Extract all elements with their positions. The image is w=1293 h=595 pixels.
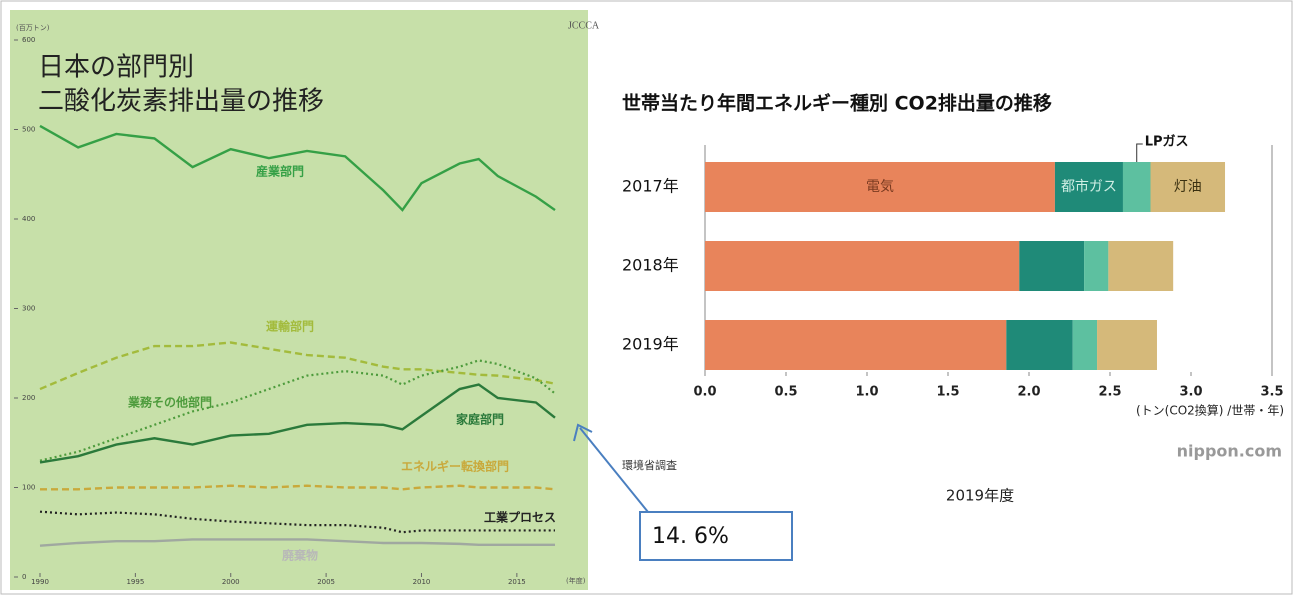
bar-segment	[1006, 320, 1073, 370]
y-tick-label: 100	[22, 484, 35, 492]
left-title: 日本の部門別	[38, 53, 194, 83]
series-line	[39, 341, 556, 391]
category-label: 2017年	[622, 177, 679, 196]
segment-label: 灯油	[1174, 179, 1202, 195]
left-panel	[10, 10, 588, 590]
series-line	[39, 538, 555, 547]
bar-segment	[705, 162, 1055, 212]
series-label: 工業プロセス	[484, 510, 556, 525]
x-tick-label: 1.5	[936, 385, 959, 400]
label-leader	[1136, 143, 1143, 162]
callout-text: 14. 6%	[652, 524, 729, 549]
x-tick-label: 2015	[508, 578, 526, 586]
y-tick-label: 500	[22, 126, 35, 134]
segment-label: 電気	[866, 179, 894, 195]
fiscal-year: 2019年度	[946, 487, 1014, 505]
x-tick-label: 2010	[413, 578, 431, 586]
x-tick-label: 0.5	[774, 385, 797, 400]
x-tick-label: 1.0	[855, 385, 878, 400]
logo: JCCCA	[568, 20, 600, 31]
x-axis-label: (トン(CO2換算) /世帯・年)	[1136, 403, 1284, 418]
series-line	[39, 510, 555, 534]
y-tick-label: 0	[22, 573, 26, 581]
x-tick-label: 2.5	[1098, 385, 1121, 400]
source: 環境省調査	[622, 458, 677, 472]
x-tick-label: 1995	[126, 578, 144, 586]
y-tick-label: 400	[22, 215, 35, 223]
x-tick-label: 0.0	[693, 385, 716, 400]
x-tick-label: 2005	[317, 578, 335, 586]
credit: nippon.com	[1177, 442, 1282, 461]
y-tick-label: 200	[22, 394, 35, 402]
series-line	[40, 484, 556, 491]
bar-segment	[1150, 162, 1226, 212]
series-label: エネルギー転換部門	[401, 459, 509, 474]
bar-segment	[1019, 241, 1085, 291]
bar-segment	[705, 320, 1007, 370]
category-label: 2018年	[622, 256, 679, 275]
bar-segment	[1054, 162, 1123, 212]
bar-segment	[1122, 162, 1151, 212]
right-title: 世帯当たり年間エネルギー種別 CO2排出量の推移	[622, 92, 1052, 115]
category-label: 2019年	[622, 335, 679, 354]
x-tick-label: 2000	[222, 578, 240, 586]
series-label: 廃棄物	[282, 548, 318, 563]
x-tick-label: 3.5	[1260, 385, 1283, 400]
bar-segment	[705, 241, 1020, 291]
series-label: 家庭部門	[456, 412, 504, 427]
bar-segment	[1097, 320, 1157, 370]
x-tick-label: 2.0	[1017, 385, 1040, 400]
series-label: 業務その他部門	[127, 395, 212, 410]
series-label: 運輸部門	[266, 319, 314, 334]
y-tick-label: 600	[22, 36, 35, 44]
y-unit: (百万トン)	[16, 24, 50, 32]
series-label: 産業部門	[256, 164, 304, 179]
bar-segment	[1084, 241, 1109, 291]
callout-arrowhead	[573, 423, 593, 442]
y-tick-label: 300	[22, 305, 35, 313]
segment-label: LPガス	[1145, 135, 1189, 150]
x-tick-label: 1990	[31, 578, 49, 586]
callout-box	[639, 511, 793, 561]
callout-arrow	[579, 427, 649, 513]
x-unit: (年度)	[566, 576, 586, 585]
segment-label: 都市ガス	[1061, 178, 1117, 195]
series-line	[39, 359, 556, 462]
bar-segment	[1072, 320, 1098, 370]
left-title: 二酸化炭素排出量の推移	[38, 87, 324, 117]
x-tick-label: 3.0	[1179, 385, 1202, 400]
series-line	[39, 383, 556, 464]
series-line	[39, 124, 556, 212]
bar-segment	[1108, 241, 1174, 291]
